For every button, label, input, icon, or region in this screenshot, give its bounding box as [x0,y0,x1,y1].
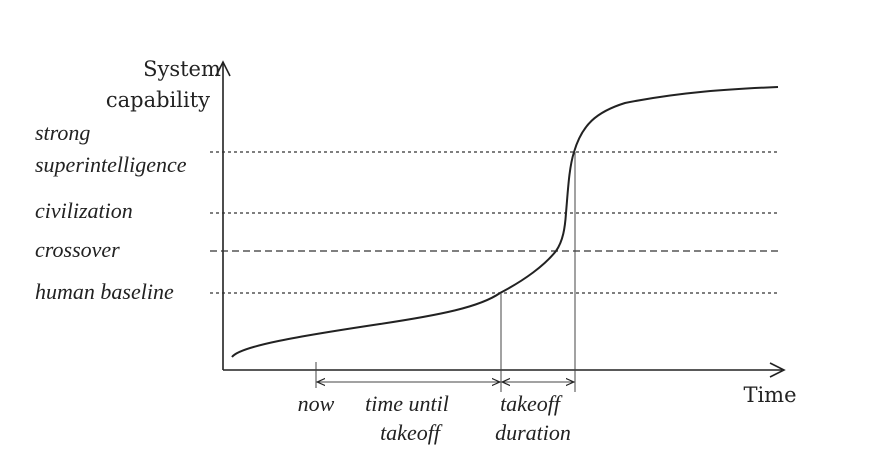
takeoff-duration-label-line2: duration [495,420,571,445]
capability-curve [231,86,779,358]
y-axis-label-line2: capability [106,88,210,112]
takeoff-duration-label-line1: takeoff [500,391,563,416]
strong-superintelligence-label-line2: superintelligence [35,152,187,177]
now-label: now [298,391,335,416]
time-until-takeoff-label-line2: takeoff [380,420,443,445]
time-until-takeoff-label-line1: time until [365,391,449,416]
strong-superintelligence-label-line1: strong [35,120,90,145]
y-axis-arrowhead [215,60,231,77]
crossover-label: crossover [35,237,120,262]
human-baseline-label: human baseline [35,279,174,304]
x-axis-label: Time [743,383,796,407]
y-axis-label-line1: System [143,57,221,81]
x-axis-arrowhead [769,362,786,378]
civilization-label: civilization [35,198,133,223]
